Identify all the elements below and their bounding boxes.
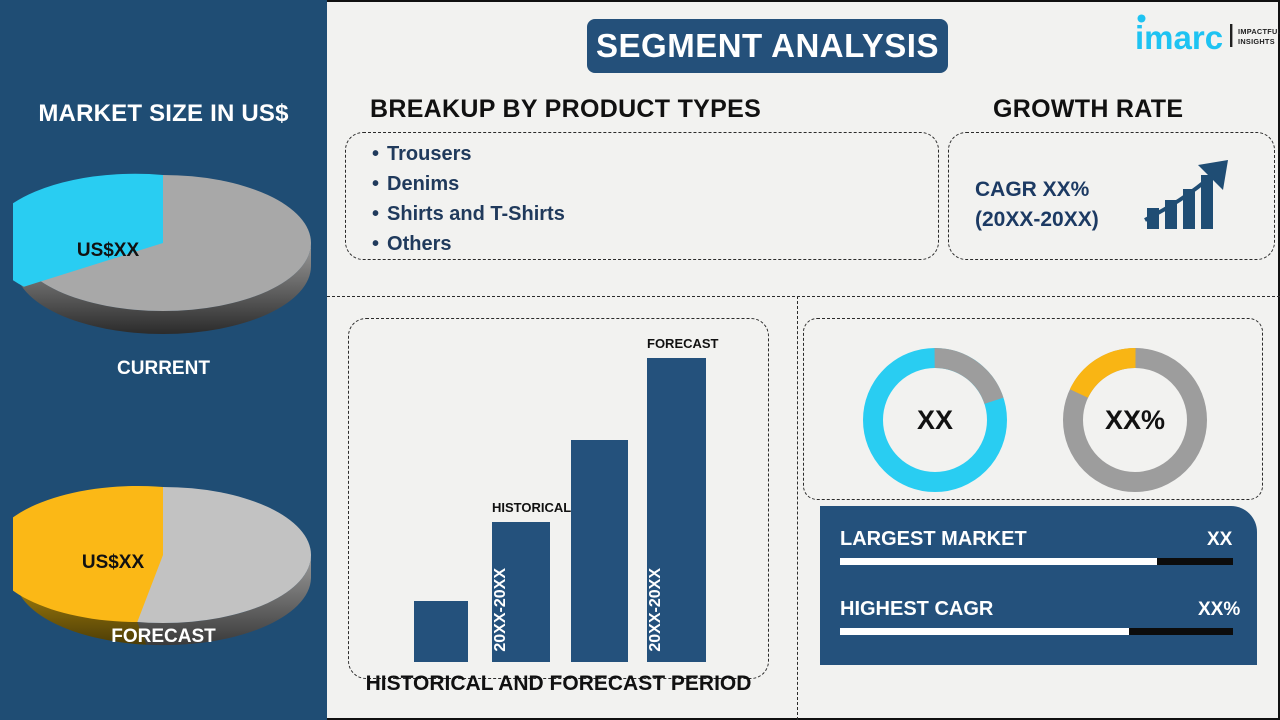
svg-text:US$XX: US$XX — [82, 552, 145, 573]
svg-text:XX%: XX% — [1105, 405, 1165, 435]
svg-text:imarc: imarc — [1135, 19, 1223, 56]
svg-text:XX: XX — [917, 405, 953, 435]
svg-text:IMPACTFUL: IMPACTFUL — [1238, 27, 1280, 36]
svg-text:INSIGHTS: INSIGHTS — [1238, 37, 1275, 46]
svg-text:US$XX: US$XX — [77, 240, 140, 261]
